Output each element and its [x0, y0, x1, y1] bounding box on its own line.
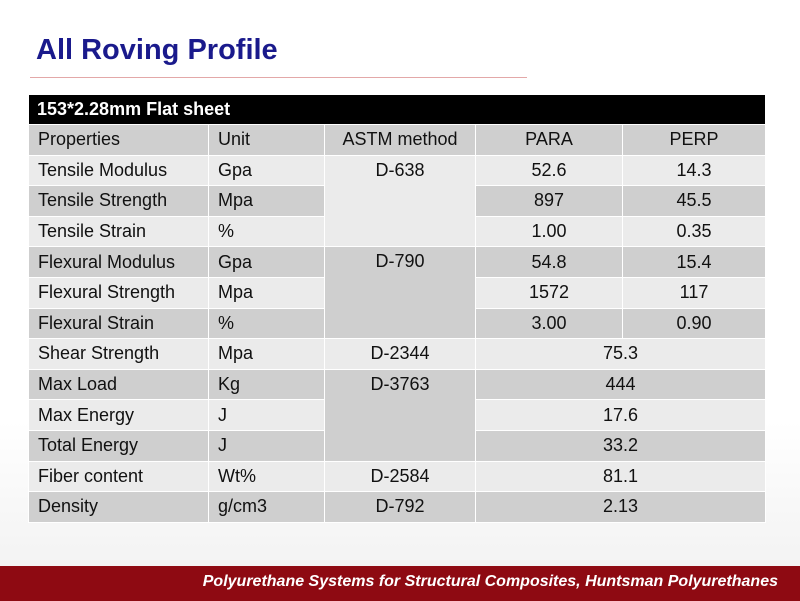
column-header-unit: Unit [208, 124, 325, 156]
table-row: Tensile Strength Mpa 897 45.5 [28, 185, 766, 217]
astm-method: D-3763 [324, 368, 476, 462]
para-value: 1572 [475, 276, 623, 309]
unit: % [208, 307, 325, 340]
combined-value: 33.2 [475, 429, 766, 462]
table-row: Shear Strength Mpa D-2344 75.3 [28, 338, 766, 370]
column-header-perp: PERP [622, 124, 766, 156]
column-header-para: PARA [475, 124, 623, 156]
astm-method: D-2584 [324, 460, 476, 493]
astm-method: D-790 [324, 246, 476, 340]
property-name: Flexural Modulus [28, 246, 209, 278]
property-name: Tensile Strength [28, 185, 209, 217]
footer-text: Polyurethane Systems for Structural Comp… [202, 573, 778, 590]
column-header-astm: ASTM method [324, 124, 476, 156]
unit: J [208, 399, 325, 431]
table-row: Total Energy J 33.2 [28, 429, 766, 462]
unit: J [208, 429, 325, 462]
column-header-properties: Properties [28, 124, 209, 156]
properties-table: 153*2.28mm Flat sheet Properties Unit AS… [28, 94, 766, 523]
combined-value: 75.3 [475, 338, 766, 370]
unit: g/cm3 [208, 491, 325, 523]
table-row: Fiber content Wt% D-2584 81.1 [28, 460, 766, 493]
perp-value: 117 [622, 276, 766, 309]
combined-value: 17.6 [475, 399, 766, 431]
para-value: 52.6 [475, 154, 623, 187]
table-row: Max Load Kg D-3763 444 [28, 368, 766, 462]
property-name: Tensile Strain [28, 215, 209, 248]
table-caption: 153*2.28mm Flat sheet [28, 94, 766, 125]
perp-value: 0.90 [622, 307, 766, 340]
astm-method: D-792 [324, 491, 476, 523]
perp-value: 14.3 [622, 154, 766, 187]
para-value: 3.00 [475, 307, 623, 340]
property-name: Tensile Modulus [28, 154, 209, 187]
table-caption-row: 153*2.28mm Flat sheet [28, 94, 766, 125]
table-row: Flexural Strain % 3.00 0.90 [28, 307, 766, 340]
property-name: Total Energy [28, 429, 209, 462]
unit: % [208, 215, 325, 248]
footer-bar: Polyurethane Systems for Structural Comp… [0, 566, 800, 601]
astm-method: D-2344 [324, 338, 476, 370]
property-name: Max Load [28, 368, 209, 401]
table-row: Tensile Strain % 1.00 0.35 [28, 215, 766, 248]
para-value: 897 [475, 185, 623, 217]
table-row: Flexural Strength Mpa 1572 117 [28, 276, 766, 309]
property-name: Density [28, 491, 209, 523]
para-value: 54.8 [475, 246, 623, 278]
para-value: 1.00 [475, 215, 623, 248]
property-name: Flexural Strain [28, 307, 209, 340]
slide-title: All Roving Profile [36, 34, 278, 66]
table-header-row: Properties Unit ASTM method PARA PERP [28, 124, 766, 156]
unit: Mpa [208, 338, 325, 370]
table-row: Flexural Modulus Gpa D-790 54.8 15.4 [28, 246, 766, 340]
perp-value: 45.5 [622, 185, 766, 217]
unit: Wt% [208, 460, 325, 493]
unit: Gpa [208, 154, 325, 187]
perp-value: 0.35 [622, 215, 766, 248]
astm-method: D-638 [324, 154, 476, 248]
perp-value: 15.4 [622, 246, 766, 278]
table-row: Tensile Modulus Gpa D-638 52.6 14.3 [28, 154, 766, 248]
property-name: Fiber content [28, 460, 209, 493]
unit: Mpa [208, 276, 325, 309]
property-name: Flexural Strength [28, 276, 209, 309]
combined-value: 81.1 [475, 460, 766, 493]
combined-value: 444 [475, 368, 766, 401]
unit: Kg [208, 368, 325, 401]
property-name: Shear Strength [28, 338, 209, 370]
unit: Gpa [208, 246, 325, 278]
property-name: Max Energy [28, 399, 209, 431]
title-divider [30, 77, 527, 78]
table-row: Density g/cm3 D-792 2.13 [28, 491, 766, 523]
unit: Mpa [208, 185, 325, 217]
combined-value: 2.13 [475, 491, 766, 523]
